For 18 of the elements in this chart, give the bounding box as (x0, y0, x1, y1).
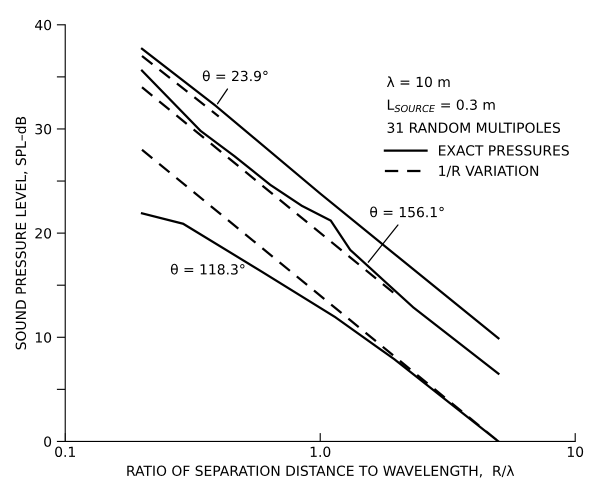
y-tick-label: 0 (44, 436, 52, 447)
x-tick-label: 0.1 (55, 446, 75, 458)
y-tick-label: 20 (35, 228, 52, 239)
y-tick-label: 40 (35, 20, 52, 30)
annotation: θ = 23.9° (202, 70, 268, 82)
x-tick-label: 10 (568, 446, 584, 458)
annotation: L$_{SOURCE}$ = 0.3 m (388, 99, 495, 112)
y-axis-title: SOUND PRESSURE LEVEL, SPL–dB (15, 116, 28, 350)
y-tick-label: 10 (36, 332, 52, 343)
legend-label: 1/R VARIATION (439, 166, 538, 178)
x-axis-title: RATIO OF SEPARATION DISTANCE TO WAVELENGTH, R/λ (127, 465, 514, 478)
annotation: 31 RANDOM MULTIPOLES (388, 122, 560, 133)
x-tick-label: 1.0 (310, 446, 330, 458)
annotation: θ = 156.1° (370, 206, 444, 218)
annotation: θ = 118.3° (170, 264, 244, 275)
annotation: λ = 10 m (386, 76, 450, 88)
y-tick-label: 30 (35, 124, 52, 134)
legend-label: EXACT PRESSURES (439, 145, 569, 156)
